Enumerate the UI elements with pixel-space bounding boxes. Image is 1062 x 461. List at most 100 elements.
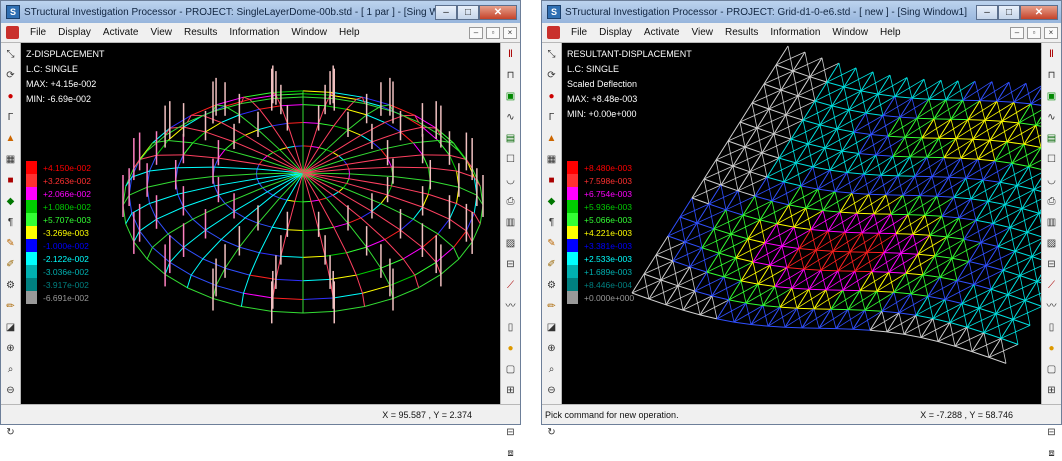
model-viewport[interactable]: Z-DISPLACEMENT L.C: SINGLE MAX: +4.15e-0… bbox=[21, 43, 500, 404]
zoom-icon[interactable]: ⌕ bbox=[544, 362, 559, 377]
view-side-icon[interactable]: ⊟ bbox=[1044, 425, 1059, 440]
layers-icon[interactable]: ⊟ bbox=[1044, 257, 1059, 272]
section-icon[interactable]: ☐ bbox=[503, 152, 518, 167]
document-icon[interactable] bbox=[6, 26, 19, 39]
refresh-icon[interactable]: ↻ bbox=[544, 425, 559, 440]
arc-icon[interactable]: ◡ bbox=[1044, 173, 1059, 188]
pencil-icon[interactable]: ✎ bbox=[3, 236, 18, 251]
view-side-icon[interactable]: ⊟ bbox=[503, 425, 518, 440]
rotate-icon[interactable]: ⟳ bbox=[544, 68, 559, 83]
graph-icon[interactable]: ▨ bbox=[503, 236, 518, 251]
property-icon[interactable]: ■ bbox=[3, 173, 18, 188]
curve-icon[interactable]: ∿ bbox=[1044, 110, 1059, 125]
maximize-button[interactable]: □ bbox=[457, 5, 479, 20]
beam-icon[interactable]: ⊓ bbox=[1044, 68, 1059, 83]
menu-window[interactable]: Window bbox=[826, 27, 874, 38]
refresh-icon[interactable]: ↻ bbox=[3, 425, 18, 440]
arc-icon[interactable]: ◡ bbox=[503, 173, 518, 188]
mdi-minimize-button[interactable]: – bbox=[469, 27, 483, 39]
label-icon[interactable]: ¶ bbox=[3, 215, 18, 230]
diagonal-icon[interactable]: ⟋ bbox=[1044, 278, 1059, 293]
mdi-minimize-button[interactable]: – bbox=[1010, 27, 1024, 39]
menu-information[interactable]: Information bbox=[764, 27, 826, 38]
title-bar[interactable]: S STructural Investigation Processor - P… bbox=[542, 1, 1061, 23]
shading-icon[interactable]: ◪ bbox=[3, 320, 18, 335]
frame-icon[interactable]: Ⅱ bbox=[1044, 47, 1059, 62]
beam-icon[interactable]: ⊓ bbox=[503, 68, 518, 83]
zoom-icon[interactable]: ⌕ bbox=[3, 362, 18, 377]
menu-file[interactable]: File bbox=[565, 27, 593, 38]
close-button[interactable]: ✕ bbox=[479, 5, 517, 20]
label-icon[interactable]: ¶ bbox=[544, 215, 559, 230]
menu-activate[interactable]: Activate bbox=[638, 27, 686, 38]
section-icon[interactable]: ☐ bbox=[1044, 152, 1059, 167]
pointer-icon[interactable]: ⤡ bbox=[3, 47, 18, 62]
menu-display[interactable]: Display bbox=[593, 27, 638, 38]
rotate-icon[interactable]: ⟳ bbox=[3, 68, 18, 83]
settings-icon[interactable]: ⚙ bbox=[3, 278, 18, 293]
property-icon[interactable]: ■ bbox=[544, 173, 559, 188]
edit-icon[interactable]: ✏ bbox=[544, 299, 559, 314]
wave-icon[interactable]: 〰 bbox=[1044, 299, 1059, 314]
support-icon[interactable]: ◆ bbox=[3, 194, 18, 209]
node-icon[interactable]: ● bbox=[544, 89, 559, 104]
layers-icon[interactable]: ⊟ bbox=[503, 257, 518, 272]
maximize-button[interactable]: □ bbox=[998, 5, 1020, 20]
node-icon[interactable]: ● bbox=[3, 89, 18, 104]
shading-icon[interactable]: ◪ bbox=[544, 320, 559, 335]
page-icon[interactable]: ▯ bbox=[503, 320, 518, 335]
pointer-icon[interactable]: ⤡ bbox=[544, 47, 559, 62]
document-view-icon[interactable]: ▥ bbox=[1044, 215, 1059, 230]
settings-icon[interactable]: ⚙ bbox=[544, 278, 559, 293]
model-viewport[interactable]: RESULTANT-DISPLACEMENT L.C: SINGLE Scale… bbox=[562, 43, 1041, 404]
menu-help[interactable]: Help bbox=[874, 27, 907, 38]
document-view-icon[interactable]: ▥ bbox=[503, 215, 518, 230]
curve-icon[interactable]: ∿ bbox=[503, 110, 518, 125]
grid-icon[interactable]: ▣ bbox=[1044, 89, 1059, 104]
mdi-close-button[interactable]: × bbox=[1044, 27, 1058, 39]
close-button[interactable]: ✕ bbox=[1020, 5, 1058, 20]
load-icon[interactable]: ▲ bbox=[3, 131, 18, 146]
page-icon[interactable]: ▯ bbox=[1044, 320, 1059, 335]
menu-file[interactable]: File bbox=[24, 27, 52, 38]
light-icon[interactable]: ● bbox=[1044, 341, 1059, 356]
mdi-restore-button[interactable]: ▫ bbox=[486, 27, 500, 39]
zoom-out-icon[interactable]: ⊖ bbox=[3, 383, 18, 398]
graph-icon[interactable]: ▨ bbox=[1044, 236, 1059, 251]
mdi-restore-button[interactable]: ▫ bbox=[1027, 27, 1041, 39]
zoom-in-icon[interactable]: ⊕ bbox=[544, 341, 559, 356]
pencil-icon[interactable]: ✎ bbox=[544, 236, 559, 251]
box-icon[interactable]: ▢ bbox=[503, 362, 518, 377]
menu-information[interactable]: Information bbox=[223, 27, 285, 38]
view-iso-icon[interactable]: ⧈ bbox=[503, 446, 518, 461]
view-front-icon[interactable]: ⊞ bbox=[503, 383, 518, 398]
plot-icon[interactable]: ▤ bbox=[503, 131, 518, 146]
view-iso-icon[interactable]: ⧈ bbox=[1044, 446, 1059, 461]
member-icon[interactable]: Γ bbox=[3, 110, 18, 125]
table-icon[interactable]: ▦ bbox=[3, 152, 18, 167]
menu-window[interactable]: Window bbox=[285, 27, 333, 38]
menu-view[interactable]: View bbox=[686, 27, 720, 38]
light-icon[interactable]: ● bbox=[503, 341, 518, 356]
plot-icon[interactable]: ▤ bbox=[1044, 131, 1059, 146]
minimize-button[interactable]: – bbox=[435, 5, 457, 20]
wave-icon[interactable]: 〰 bbox=[503, 299, 518, 314]
diagonal-icon[interactable]: ⟋ bbox=[503, 278, 518, 293]
menu-view[interactable]: View bbox=[145, 27, 179, 38]
title-bar[interactable]: S STructural Investigation Processor - P… bbox=[1, 1, 520, 23]
brush-icon[interactable]: ✐ bbox=[3, 257, 18, 272]
brush-icon[interactable]: ✐ bbox=[544, 257, 559, 272]
menu-activate[interactable]: Activate bbox=[97, 27, 145, 38]
edit-icon[interactable]: ✏ bbox=[3, 299, 18, 314]
box-icon[interactable]: ▢ bbox=[1044, 362, 1059, 377]
menu-results[interactable]: Results bbox=[719, 27, 764, 38]
zoom-out-icon[interactable]: ⊖ bbox=[544, 383, 559, 398]
grid-icon[interactable]: ▣ bbox=[503, 89, 518, 104]
print-icon[interactable]: ⎙ bbox=[503, 194, 518, 209]
print-icon[interactable]: ⎙ bbox=[1044, 194, 1059, 209]
load-icon[interactable]: ▲ bbox=[544, 131, 559, 146]
view-front-icon[interactable]: ⊞ bbox=[1044, 383, 1059, 398]
menu-display[interactable]: Display bbox=[52, 27, 97, 38]
minimize-button[interactable]: – bbox=[976, 5, 998, 20]
menu-help[interactable]: Help bbox=[333, 27, 366, 38]
